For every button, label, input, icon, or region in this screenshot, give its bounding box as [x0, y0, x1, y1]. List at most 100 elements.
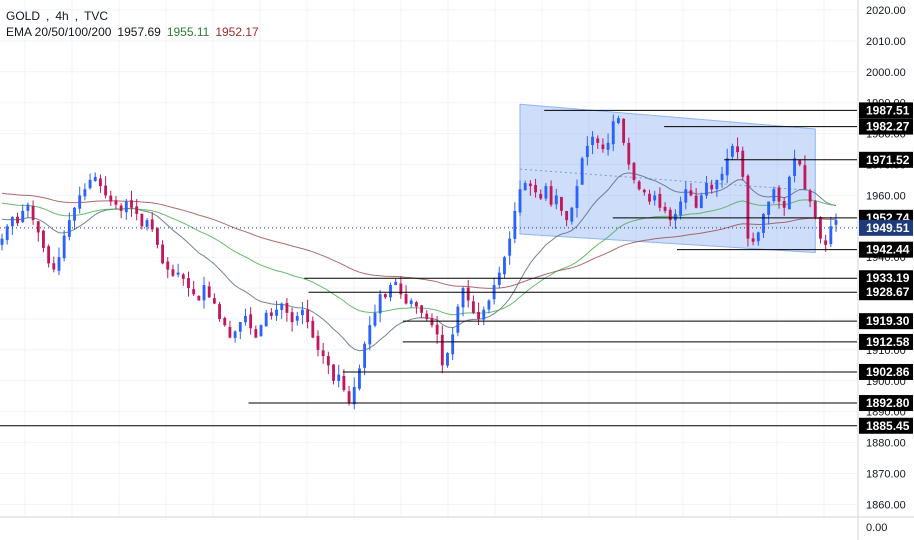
candle-body [73, 207, 76, 221]
candle-body [114, 200, 118, 205]
candle-body [36, 221, 40, 233]
candle-body [513, 210, 517, 239]
ema-value-2: 1955.11 [166, 25, 210, 39]
candle-body [233, 331, 237, 338]
candle-body [813, 201, 817, 218]
level-price-tag [859, 313, 913, 330]
level-price-label: 1987.51 [866, 103, 910, 117]
candle-body [601, 144, 605, 150]
candle-body [746, 175, 750, 239]
ema-value-3: 1952.17 [215, 25, 259, 39]
candle-body [730, 145, 734, 157]
axis-tick-label: 2000.00 [866, 67, 906, 79]
candle-body [358, 368, 361, 389]
candle-body [829, 226, 833, 245]
candle-body [228, 327, 232, 338]
candle-body [238, 322, 242, 332]
candle-body [306, 309, 310, 323]
candle-body [98, 178, 102, 187]
candle-body [824, 240, 828, 245]
candle-body [218, 304, 221, 319]
candle-body [212, 298, 216, 304]
candle-body [741, 150, 745, 177]
axis-tick-label: 1870.00 [866, 469, 906, 481]
level-price-label: 1982.27 [866, 120, 910, 134]
candle-body [88, 179, 92, 189]
candle-body [627, 142, 631, 165]
candle-body [606, 142, 610, 150]
candle-body [539, 193, 543, 199]
channel-midline [519, 168, 816, 192]
candle-body [16, 216, 19, 224]
candle-body [518, 189, 522, 213]
price-axis[interactable]: 2020.002010.002000.001990.001980.001970.… [857, 0, 914, 540]
level-price-tag [859, 241, 913, 258]
candle-body [342, 375, 346, 391]
level-price-label: 1912.58 [866, 335, 910, 349]
current-price-label: 1949.51 [866, 221, 910, 235]
candle-body [420, 305, 424, 313]
level-price-label: 1942.44 [866, 243, 910, 257]
level-price-label: 1928.67 [866, 285, 910, 299]
candle-body [0, 238, 4, 245]
candle-body [389, 285, 392, 298]
candle-body [642, 189, 646, 193]
candle-body [777, 187, 781, 202]
candle-body [10, 217, 14, 227]
candle-body [663, 206, 667, 211]
candle-body [648, 193, 651, 202]
candle-body [477, 312, 480, 319]
candle-body [394, 281, 398, 285]
candle-body [316, 335, 320, 350]
candle-body [140, 213, 144, 227]
candle-body [751, 238, 755, 242]
candle-body [155, 227, 159, 245]
candle-body [617, 118, 620, 124]
candle-body [689, 190, 693, 196]
candle-body [5, 226, 9, 241]
symbol-row: GOLD, 4h, TVC [6, 9, 109, 23]
candle-body [528, 183, 532, 187]
candle-body [332, 364, 335, 381]
candle-body [368, 325, 372, 345]
candle-body [570, 207, 574, 222]
candle-body [694, 195, 698, 208]
candle-body [523, 183, 527, 191]
ema-mid-line [1, 199, 837, 316]
data-source: TVC [84, 9, 109, 23]
level-price-tag [859, 284, 913, 301]
candle-body [62, 235, 66, 259]
candle-body [47, 246, 51, 264]
level-price-label: 1971.52 [866, 153, 910, 167]
candle-body [580, 158, 584, 185]
candle-body [803, 165, 807, 190]
candle-body [352, 386, 356, 405]
grid-lines [0, 0, 857, 518]
candle-body [596, 138, 600, 143]
candle-body [166, 261, 170, 270]
candle-body [461, 288, 465, 308]
current-price-tag [859, 219, 913, 236]
candle-body [456, 306, 460, 333]
candle-body [130, 200, 133, 208]
candle-body [150, 219, 154, 230]
horizontal-levels [0, 109, 857, 427]
candle-body [109, 195, 113, 202]
candle-body [658, 193, 662, 208]
level-price-tag [859, 151, 913, 168]
candle-body [435, 324, 439, 335]
candle-body [622, 118, 626, 143]
candle-body [549, 186, 553, 205]
candle-body [466, 287, 470, 301]
candle-body [264, 312, 268, 327]
candle-body [145, 220, 149, 227]
candle-body [321, 350, 325, 357]
candle-body [337, 374, 341, 381]
candle-body [295, 315, 299, 321]
candle-body [653, 195, 657, 201]
candle-body [404, 294, 408, 304]
axis-background [858, 0, 914, 540]
candle-body [301, 309, 304, 316]
level-price-label: 1892.80 [866, 396, 910, 410]
